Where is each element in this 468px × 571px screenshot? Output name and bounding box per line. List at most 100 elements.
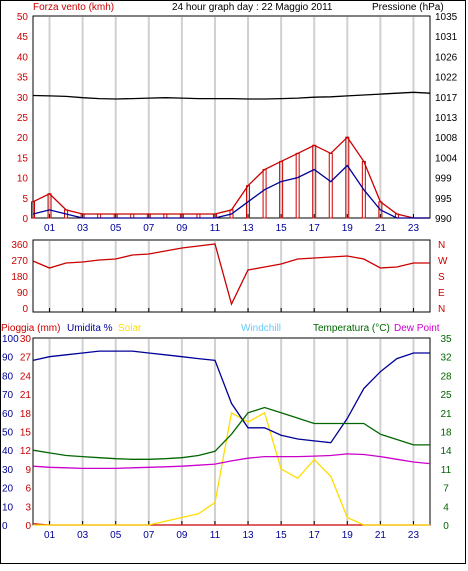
solar-series-line — [33, 411, 430, 526]
wind-tick-label: 40 — [17, 52, 29, 63]
wind-series-line — [32, 136, 430, 219]
humidity-series-line — [32, 350, 430, 444]
wind-tick-label: 25 — [17, 113, 29, 124]
rain-tick-label: 6 — [25, 484, 31, 495]
humidity-tick-label: 0 — [2, 521, 8, 532]
compass-label: N — [438, 304, 445, 315]
panel3-frame — [32, 337, 431, 526]
pressure-tick-label: 1022 — [435, 73, 458, 84]
temperature-tick-label: 32 — [440, 353, 452, 364]
direction-tick-label: 360 — [11, 240, 28, 251]
x-tick-label: 17 — [309, 223, 321, 234]
wind-tick-label: 10 — [17, 174, 29, 185]
gust-series-line — [32, 164, 430, 219]
x-tick-label: 19 — [342, 223, 354, 234]
legend-rain: Pioggia (mm) — [1, 323, 60, 334]
direction-tick-label: 0 — [22, 304, 28, 315]
x-tick-label: 01 — [44, 223, 56, 234]
wind-bar — [31, 201, 35, 219]
humidity-tick-label: 50 — [2, 428, 14, 439]
rain-tick-label: 0 — [25, 521, 31, 532]
pressure-tick-label: 999 — [435, 174, 452, 185]
compass-label: N — [438, 240, 445, 251]
pressure-tick-label: 1008 — [435, 133, 458, 144]
rain-tick-label: 21 — [20, 390, 32, 401]
x-tick-label: 21 — [375, 223, 387, 234]
x-tick-label: 23 — [408, 223, 420, 234]
temperature-tick-label: 21 — [440, 409, 452, 420]
rain-tick-label: 27 — [20, 353, 32, 364]
legend-temperature: Temperatura (°C) — [313, 323, 390, 334]
humidity-tick-label: 60 — [2, 409, 14, 420]
rain-tick-label: 30 — [20, 334, 32, 345]
humidity-tick-label: 80 — [2, 371, 14, 382]
rain-tick-label: 18 — [20, 409, 32, 420]
panel1-frame — [32, 15, 431, 219]
rain-tick-label: 15 — [20, 428, 32, 439]
x-tick-label: 13 — [242, 223, 254, 234]
direction-tick-label: 90 — [17, 288, 29, 299]
dewpoint-series-line — [32, 453, 431, 470]
pressure-tick-label: 1035 — [435, 12, 458, 23]
direction-tick-label: 270 — [11, 256, 28, 267]
x-tick-label: 03 — [77, 223, 89, 234]
wind-axis-label: Forza vento (kmh) — [33, 2, 114, 13]
pressure-tick-label: 990 — [435, 214, 452, 225]
pressure-series-line — [32, 91, 431, 100]
temperature-tick-label: 11 — [441, 465, 452, 476]
x-tick-label: 09 — [176, 530, 188, 541]
humidity-tick-label: 70 — [2, 390, 14, 401]
x-tick-label: 03 — [77, 530, 89, 541]
temperature-tick-label: 18 — [440, 428, 452, 439]
x-tick-label: 09 — [176, 223, 188, 234]
humidity-tick-label: 40 — [2, 446, 14, 457]
temperature-tick-label: 0 — [443, 521, 449, 532]
rain-humidity-temperature-panel: 1009080706050403020100302724211815129630… — [2, 334, 452, 541]
wind-pressure-panel: 5045403530252015105010351031102610221017… — [17, 12, 458, 234]
temperature-tick-label: 14 — [440, 446, 452, 457]
x-tick-label: 05 — [110, 223, 122, 234]
direction-tick-label: 180 — [11, 272, 28, 283]
wind-tick-label: 20 — [17, 133, 29, 144]
compass-label: S — [438, 272, 445, 283]
pressure-tick-label: 1017 — [435, 93, 458, 104]
x-tick-label: 07 — [143, 530, 155, 541]
wind-tick-label: 35 — [17, 73, 29, 84]
legend-solar: Solar — [118, 323, 142, 334]
pressure-tick-label: 1031 — [435, 32, 458, 43]
rain-tick-label: 12 — [20, 446, 32, 457]
humidity-tick-label: 10 — [2, 502, 14, 513]
wind-tick-label: 50 — [17, 12, 29, 23]
direction-series-line — [32, 243, 430, 306]
humidity-tick-label: 30 — [2, 465, 14, 476]
pressure-tick-label: 1026 — [435, 52, 458, 63]
pressure-tick-label: 1013 — [435, 113, 458, 124]
rain-tick-label: 9 — [25, 465, 31, 476]
rain-tick-label: 3 — [25, 502, 31, 513]
temperature-tick-label: 35 — [440, 334, 452, 345]
pressure-axis-label: Pressione (hPa) — [372, 2, 444, 13]
panel2-frame — [32, 239, 431, 313]
compass-label: W — [438, 256, 448, 267]
legend-windchill: Windchill — [241, 323, 281, 334]
legend-dewpoint: Dew Point — [394, 323, 440, 334]
wind-tick-label: 0 — [22, 214, 28, 225]
pressure-tick-label: 1004 — [435, 153, 458, 164]
humidity-tick-label: 20 — [2, 484, 14, 495]
x-tick-label: 15 — [276, 530, 288, 541]
legend-humidity: Umidita % — [67, 323, 113, 334]
x-tick-label: 23 — [408, 530, 420, 541]
x-tick-label: 11 — [210, 530, 221, 541]
wind-tick-label: 30 — [17, 93, 29, 104]
x-tick-label: 01 — [44, 530, 56, 541]
temperature-tick-label: 25 — [440, 390, 452, 401]
temperature-tick-label: 4 — [443, 502, 449, 513]
x-tick-label: 15 — [276, 223, 288, 234]
temperature-series-line — [32, 406, 430, 460]
x-tick-label: 17 — [309, 530, 321, 541]
page-title: 24 hour graph day : 22 Maggio 2011 — [172, 2, 333, 13]
x-tick-label: 13 — [242, 530, 254, 541]
